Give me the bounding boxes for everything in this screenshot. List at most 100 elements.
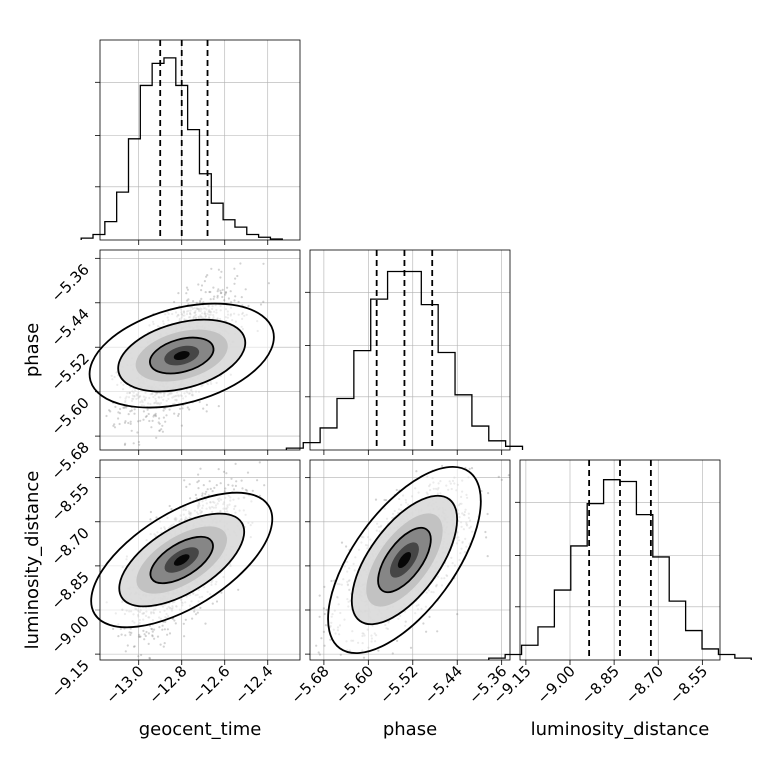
- scatter-point: [208, 290, 211, 294]
- panel-border: [99, 39, 301, 241]
- scatter-point: [123, 443, 126, 446]
- scatter-point: [318, 594, 321, 597]
- scatter-point: [109, 410, 112, 413]
- scatter-point: [197, 283, 200, 286]
- y-axis-label-phase: phase: [22, 323, 43, 377]
- scatter-point: [119, 627, 122, 631]
- scatter-point: [231, 484, 234, 487]
- scatter-point: [377, 649, 380, 652]
- scatter-point: [323, 644, 326, 647]
- scatter-point: [124, 650, 127, 653]
- scatter-point: [315, 644, 318, 647]
- scatter-point: [126, 644, 129, 647]
- x-tick-label-luminosity_distance: −9.00: [534, 662, 579, 707]
- density-peak: [173, 554, 190, 566]
- scatter-point: [150, 426, 153, 429]
- scatter-point: [118, 412, 122, 415]
- scatter-point: [230, 301, 233, 304]
- scatter-point: [142, 629, 145, 633]
- scatter-point: [151, 635, 154, 638]
- scatter-point: [219, 292, 222, 295]
- scatter-point: [220, 591, 223, 594]
- scatter-point: [198, 301, 202, 304]
- scatter-point: [219, 482, 222, 485]
- scatter-point: [211, 602, 214, 605]
- scatter-point: [221, 295, 224, 299]
- scatter-point: [137, 635, 140, 638]
- scatter-point: [362, 656, 366, 659]
- scatter-point: [200, 297, 203, 300]
- scatter-point: [199, 606, 202, 610]
- scatter-point: [395, 488, 398, 492]
- scatter-point: [206, 488, 209, 491]
- x-tick-label-luminosity_distance: −8.70: [622, 662, 667, 707]
- scatter-point: [158, 417, 161, 420]
- scatter-point: [216, 296, 219, 299]
- scatter-point: [470, 467, 474, 470]
- scatter-point: [258, 461, 261, 464]
- scatter-point: [151, 419, 154, 422]
- scatter-point: [200, 284, 204, 287]
- scatter-point: [213, 295, 216, 298]
- scatter-point: [129, 410, 132, 413]
- scatter-point: [151, 630, 154, 633]
- scatter-point: [215, 484, 218, 487]
- x-tick-label-geocent_time: −13.0: [102, 662, 147, 707]
- scatter-point: [154, 412, 157, 415]
- scatter-point: [216, 294, 219, 297]
- scatter-point: [206, 274, 209, 277]
- scatter-point: [217, 405, 220, 408]
- scatter-point: [222, 470, 226, 473]
- scatter-point: [191, 617, 194, 620]
- scatter-point: [217, 468, 220, 471]
- scatter-point: [217, 268, 220, 271]
- scatter-point: [130, 631, 133, 635]
- scatter-point: [239, 262, 242, 265]
- scatter-point: [224, 291, 228, 294]
- scatter-point: [236, 274, 239, 278]
- scatter-point: [198, 400, 201, 404]
- scatter-point: [208, 480, 211, 483]
- scatter-point: [185, 485, 188, 488]
- scatter-point: [204, 291, 207, 294]
- scatter-point: [144, 634, 147, 638]
- scatter-point: [125, 406, 128, 409]
- scatter-point: [139, 419, 142, 422]
- scatter-point: [145, 414, 148, 418]
- scatter-point: [158, 422, 161, 425]
- scatter-point: [201, 492, 204, 495]
- scatter-point: [194, 493, 197, 496]
- y-tick-label-luminosity_distance: −9.15: [48, 656, 93, 701]
- scatter-point: [428, 615, 431, 619]
- scatter-point: [259, 303, 263, 306]
- scatter-point: [130, 429, 133, 432]
- scatter-point: [127, 421, 130, 425]
- scatter-point: [132, 442, 135, 445]
- y-tick-label-phase: −5.44: [48, 305, 93, 350]
- panel-border: [99, 459, 301, 661]
- scatter-point: [500, 478, 503, 481]
- scatter-point: [209, 298, 212, 301]
- scatter-point: [199, 467, 202, 470]
- scatter-point: [324, 624, 327, 627]
- y-tick-label-luminosity_distance: −8.55: [48, 480, 93, 525]
- scatter-point: [143, 638, 146, 641]
- scatter-point: [138, 635, 141, 638]
- scatter-point: [340, 541, 344, 544]
- scatter-point: [128, 631, 131, 634]
- scatter-point: [143, 633, 146, 636]
- y-tick-label-luminosity_distance: −8.85: [48, 568, 93, 613]
- panel-luminosity-distance-vs-geocent-time: [90, 459, 301, 665]
- scatter-point: [105, 414, 108, 418]
- scatter-point: [186, 288, 189, 291]
- scatter-point: [322, 630, 325, 634]
- scatter-point: [155, 516, 158, 519]
- scatter-point: [325, 608, 328, 611]
- scatter-point: [173, 412, 176, 415]
- scatter-point: [415, 470, 418, 473]
- scatter-point: [147, 642, 150, 646]
- scatter-point: [484, 530, 487, 534]
- scatter-point: [235, 480, 238, 483]
- scatter-point: [170, 508, 173, 511]
- scatter-point: [161, 430, 164, 433]
